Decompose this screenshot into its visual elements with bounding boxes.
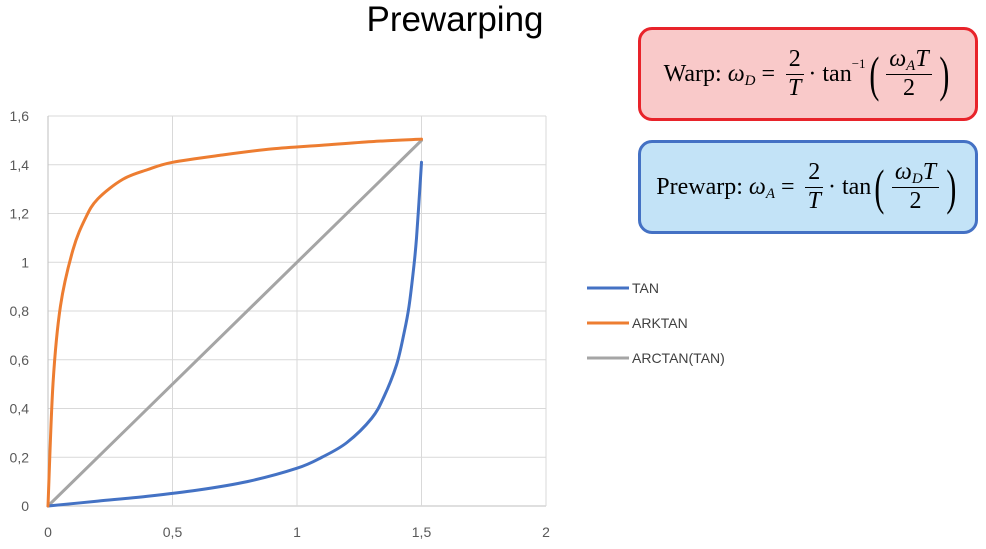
x-tick-label: 1,5 [412,524,432,540]
warp-omega-sub: D [744,72,756,89]
x-tick-label: 2 [542,524,550,540]
x-tick-label: 0,5 [163,524,183,540]
series-line-arktan [46,137,423,508]
x-tick-label: 1 [293,524,301,540]
series-lines [46,137,423,508]
y-tick-label: 1,6 [10,108,30,124]
y-tick-label: 1,2 [10,206,30,222]
y-tick-labels: 0 0,2 0,4 0,6 0,8 1 1,2 1,4 1,6 [10,108,30,514]
prewarp-omega: ω [748,173,766,200]
y-tick-label: 0,8 [10,303,30,319]
prewarp-frac-den: T [807,187,821,214]
warp-label: Warp: [663,60,722,87]
warp-fraction: 2 T [785,47,804,100]
warp-dot: · [808,60,817,87]
y-tick-label: 1 [21,254,29,270]
prewarp-fraction: 2 T [805,160,824,213]
prewarp-arg-omega: ω [894,159,912,186]
grid [47,115,547,507]
y-tick-label: 0 [21,498,29,514]
prewarp-dot: · [827,173,836,200]
prewarp-omega-sub: A [765,185,776,202]
prewarp-arg-sub: D [911,171,923,188]
prewarp-arg-fraction: ωDT 2 [891,159,940,214]
warp-equals: = [761,60,776,87]
legend: TAN ARKTAN ARCTAN(TAN) [587,280,725,366]
prewarp-equals: = [781,173,795,200]
warp-omega: ω [727,60,745,87]
prewarp-func: tan [841,173,872,200]
chart-title: Prewarping [366,0,543,39]
warp-frac-num: 2 [785,47,804,75]
warp-func: tan [822,60,852,87]
warp-arg-omega: ω [889,46,907,73]
legend-label: ARKTAN [632,315,688,331]
x-tick-label: 0 [44,524,52,540]
warp-arg-den: 2 [902,74,915,101]
warp-close-paren: ) [939,46,950,102]
prewarp-arg-num: ωDT [891,159,940,188]
series-line-tan [46,160,423,508]
warp-frac-den: T [788,74,802,101]
warp-func-sup: −1 [851,56,866,71]
prewarp-arg-den: 2 [909,187,922,214]
y-tick-label: 0,6 [10,352,30,368]
warp-arg-fraction: ωAT 2 [886,46,932,101]
warp-open-paren: ( [868,46,879,102]
x-tick-labels: 0 0,5 1 1,5 2 [44,524,550,540]
series-line-arctan-tan- [46,138,423,508]
warp-arg-t: T [915,46,929,73]
prewarp-frac-num: 2 [805,160,824,188]
legend-label: TAN [632,280,659,296]
prewarp-open-paren: ( [874,159,885,215]
y-tick-label: 0,4 [10,401,30,417]
warp-arg-num: ωAT [886,46,932,75]
y-tick-label: 0,2 [10,449,30,465]
prewarp-close-paren: ) [946,159,957,215]
y-tick-label: 1,4 [10,157,30,173]
legend-label: ARCTAN(TAN) [632,350,725,366]
prewarp-arg-t: T [922,159,937,186]
warp-arg-sub: A [906,58,916,75]
prewarp-label: Prewarp: [656,173,743,200]
